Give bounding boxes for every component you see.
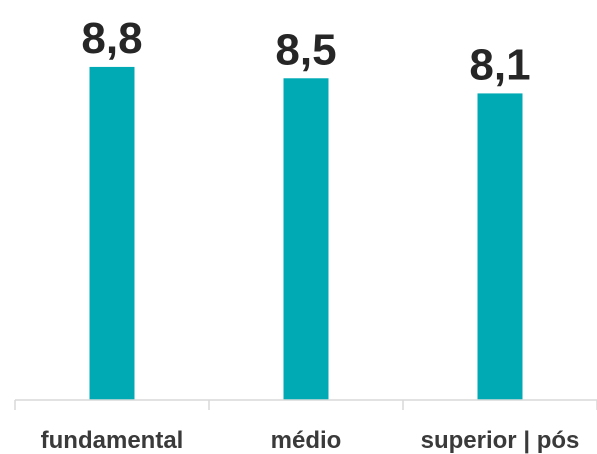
data-label: 8,5 [275,25,336,74]
value-labels-group: 8,8 8,5 8,1 [81,14,530,89]
x-axis-ticks [14,400,597,410]
data-label: 8,8 [81,14,142,63]
bars-group [89,66,523,401]
category-label: médio [271,427,342,454]
bar [89,66,135,401]
category-label: superior | pós [421,427,580,454]
category-labels-group: fundamental médio superior | pós [41,427,580,454]
data-label: 8,1 [469,40,530,89]
category-label: fundamental [41,427,184,454]
bar [477,93,523,400]
bar [283,78,329,401]
